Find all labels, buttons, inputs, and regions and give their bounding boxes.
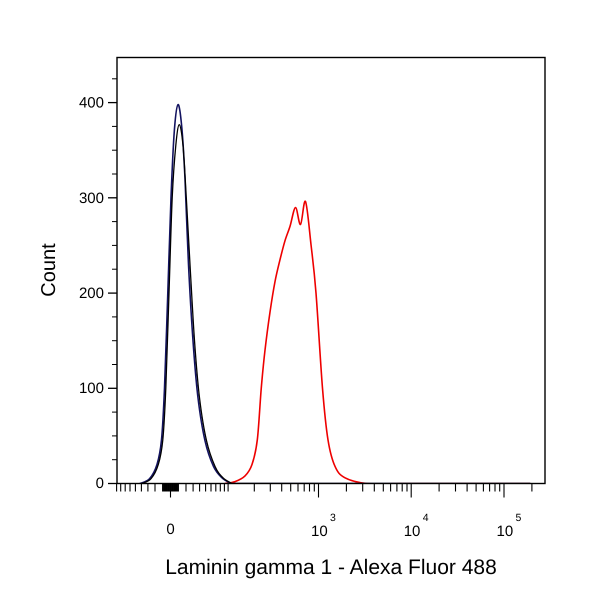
svg-text:100: 100 — [79, 380, 104, 397]
svg-text:10: 10 — [497, 523, 514, 540]
svg-text:4: 4 — [423, 512, 429, 524]
svg-text:0: 0 — [166, 521, 174, 538]
svg-text:10: 10 — [311, 523, 328, 540]
svg-text:Laminin gamma 1 - Alexa Fluor: Laminin gamma 1 - Alexa Fluor 488 — [165, 556, 497, 579]
svg-text:200: 200 — [79, 285, 104, 302]
svg-text:10: 10 — [404, 523, 421, 540]
svg-text:400: 400 — [79, 95, 104, 112]
svg-text:3: 3 — [330, 512, 336, 524]
svg-text:Count: Count — [38, 243, 60, 297]
svg-text:5: 5 — [516, 512, 522, 524]
svg-text:0: 0 — [96, 475, 104, 492]
svg-text:300: 300 — [79, 190, 104, 207]
